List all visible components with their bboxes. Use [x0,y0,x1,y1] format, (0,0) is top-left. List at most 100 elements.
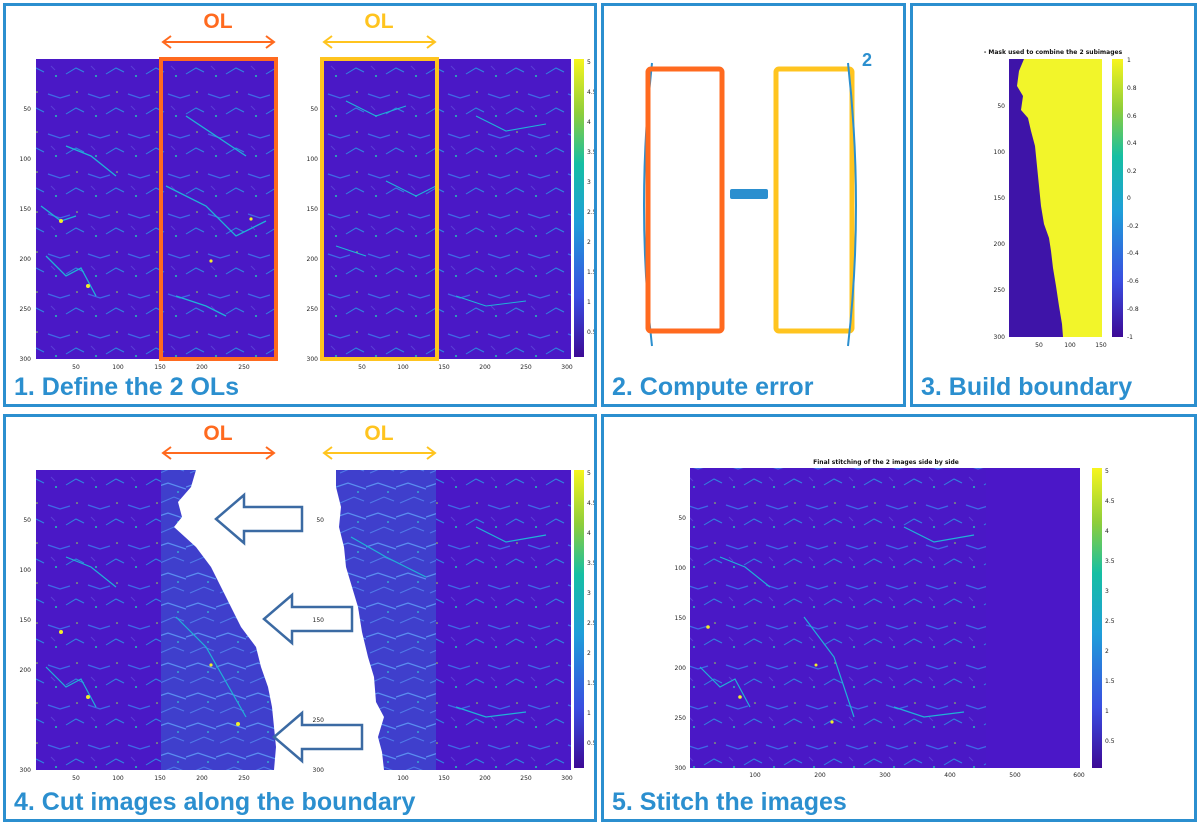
left-image [36,59,159,359]
cut-image-features [45,526,547,718]
colorbar-tick: 0.2 [1127,168,1137,175]
caption-step-1: 1. Define the 2 OLs [14,373,240,401]
x-tick: 400 [944,772,956,779]
colorbar-tick: 1.5 [587,269,594,276]
colorbar-ticks: 5 4.5 4 3.5 3 2.5 2 1.5 1 0.5 [587,59,594,336]
left-ol-arrow [161,35,276,49]
colorbar-tick: 0.5 [587,329,594,336]
left-ol-arrow [161,446,276,460]
y-tick: 100 [675,565,687,572]
mask-boundary-region [1017,59,1102,337]
y-tick: 50 [23,106,31,113]
colorbar-tick: 1 [587,710,591,717]
right-parenthesis [847,62,857,347]
colorbar-tick: -0.4 [1127,250,1139,257]
colorbar-tick: 0 [1127,195,1131,202]
x-tick: 100 [749,772,761,779]
colorbar-ticks: 5 4.5 4 3.5 3 2.5 2 1.5 1 0.5 [587,470,594,747]
y-tick: 150 [20,206,32,213]
caption-step-5: 5. Stitch the images [612,788,847,816]
y-tick: 300 [313,767,325,774]
y-axis-ticks-right-image: 50 150 250 300 [313,517,325,774]
y-tick: 200 [20,667,32,674]
x-tick: 300 [561,364,573,371]
left-image [36,470,161,770]
x-tick: 200 [196,775,208,782]
stitched-image-features [699,526,975,718]
x-tick: 250 [238,775,250,782]
colorbar [574,470,584,768]
y-tick: 250 [994,287,1006,294]
y-tick: 50 [310,106,318,113]
y-tick: 50 [316,517,324,524]
x-tick: 250 [520,775,532,782]
right-ol-box [320,57,439,361]
cut-images-figure: OL OL 50 100 150 200 300 50 150 250 300 … [20,422,594,782]
stitch-plot-title: Final stitching of the 2 images side by … [813,459,959,466]
y-axis-ticks-right-image: 50 100 150 200 250 300 [307,106,319,363]
colorbar-tick: 4 [1105,528,1109,535]
y-tick: 200 [20,256,32,263]
y-tick: 150 [313,617,325,624]
x-tick: 150 [154,775,166,782]
x-axis-ticks-left: 50 100 150 200 250 [72,364,250,371]
right-image [321,59,571,359]
x-tick: 50 [1035,342,1043,349]
x-tick: 50 [72,364,80,371]
right-ol-arrow [322,446,437,460]
y-tick: 150 [20,617,32,624]
panel-build-boundary: - Mask used to combine the 2 subimages 5… [910,3,1197,407]
right-ol-label: OL [364,422,393,445]
colorbar-tick: -0.6 [1127,278,1139,285]
right-ol-label: OL [364,10,393,33]
colorbar-tick: 0.4 [1127,140,1137,147]
y-tick: 200 [994,241,1006,248]
x-tick: 200 [814,772,826,779]
y-tick: 250 [307,306,319,313]
right-image-features [335,100,547,307]
panel-cut-images: OL OL 50 100 150 200 300 50 150 250 300 … [3,414,597,822]
x-tick: 150 [154,364,166,371]
x-tick: 150 [438,364,450,371]
x-tick: 250 [238,364,250,371]
colorbar-tick: 1.5 [1105,678,1115,685]
left-ol-label: OL [203,10,232,33]
y-tick: 150 [675,615,687,622]
x-tick: 200 [479,775,491,782]
caption-step-2: 2. Compute error [612,373,814,401]
define-ols-figure: OL OL 50 100 150 200 250 300 50 100 150 … [20,10,594,371]
x-axis-ticks-right: 50 100 150 200 250 300 [358,364,573,371]
x-tick: 300 [561,775,573,782]
x-tick: 250 [520,364,532,371]
minus-sign [730,189,768,199]
right-cut-overlap [336,470,436,770]
colorbar-tick: 1 [1127,57,1131,64]
colorbar-tick: 2 [1105,648,1109,655]
y-axis-ticks: 50 100 150 200 300 [20,517,32,774]
merge-arrow-bottom [272,710,364,764]
right-ol-rectangle [773,66,855,334]
y-tick: 50 [23,517,31,524]
colorbar-tick: 4 [587,530,591,537]
y-tick: 100 [307,156,319,163]
merge-arrow-top [214,492,304,546]
colorbar-tick: 5 [1105,468,1109,475]
colorbar-tick: 3.5 [587,560,594,567]
x-tick: 200 [479,364,491,371]
x-tick: 100 [1064,342,1076,349]
y-tick: 250 [313,717,325,724]
colorbar-tick: 3 [1105,588,1109,595]
x-tick: 150 [438,775,450,782]
panel-compute-error: 2 2. Compute error [601,3,906,407]
squared-exponent: 2 [862,50,872,70]
colorbar-tick: 0.8 [1127,85,1137,92]
colorbar-tick: 2.5 [1105,618,1115,625]
y-tick: 300 [994,334,1006,341]
colorbar-tick: 1.5 [587,680,594,687]
x-tick: 100 [112,364,124,371]
colorbar-tick: 4.5 [1105,498,1115,505]
colorbar-tick: 3.5 [587,149,594,156]
y-tick: 150 [994,195,1006,202]
colorbar-tick: 5 [587,59,591,66]
compute-error-figure: 2 [643,50,872,347]
